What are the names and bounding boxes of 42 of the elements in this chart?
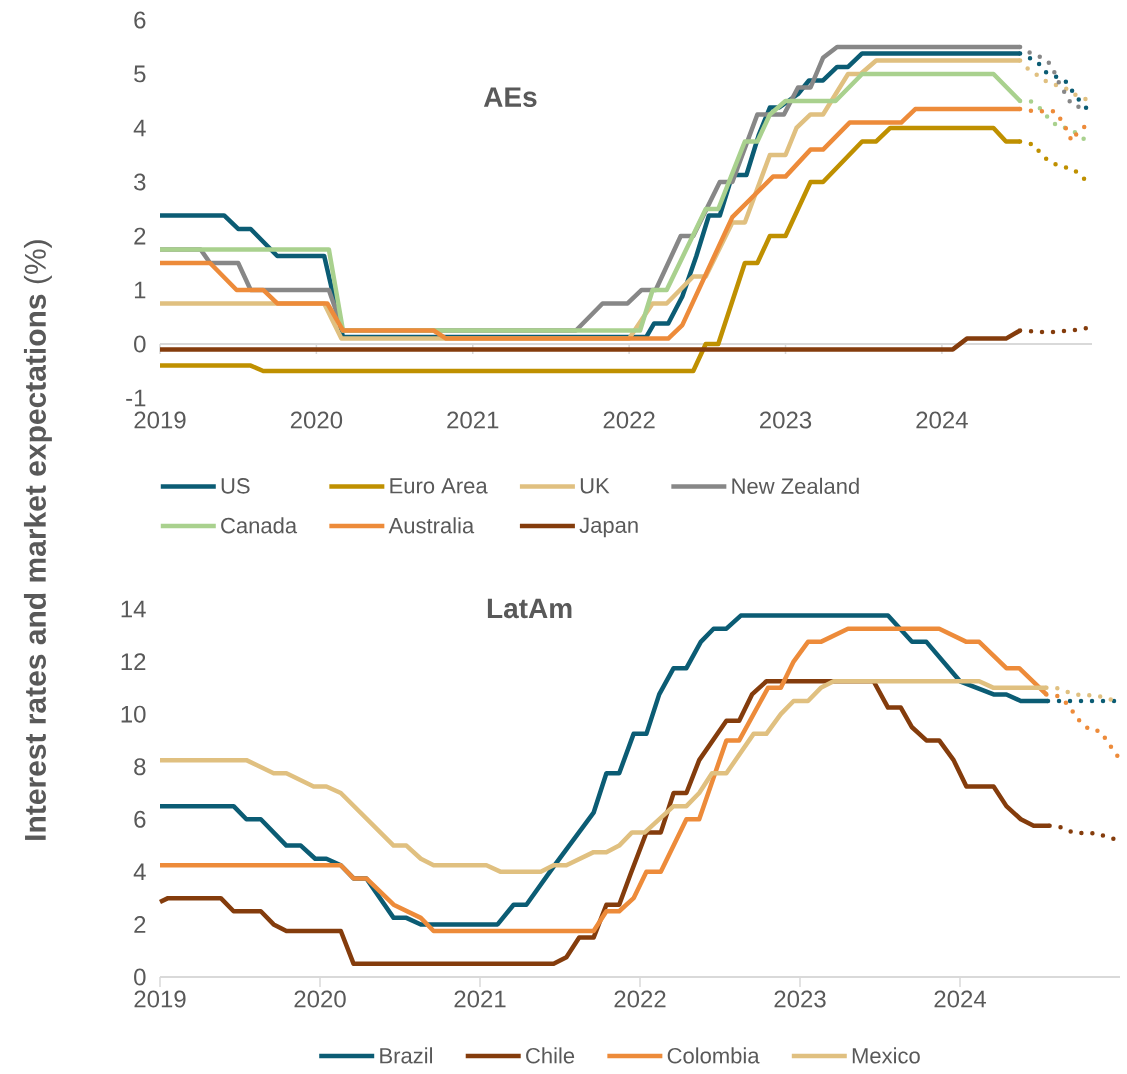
y-tick-label: 0 (134, 335, 146, 353)
x-tick-label: 2019 (134, 411, 186, 429)
x-tick-label: 2024 (916, 411, 968, 429)
x-tick-label: 2023 (760, 411, 812, 429)
legend-label: Canada (221, 517, 298, 534)
y-tick-label: 10 (121, 705, 146, 723)
y-tick-label: 4 (133, 863, 146, 881)
y-tick-label: 2 (134, 227, 146, 245)
y-tick-label: 5 (134, 65, 146, 83)
x-tick-label: 2020 (290, 411, 343, 429)
y-tick-label: 6 (134, 810, 146, 828)
legend-label: UK (580, 478, 610, 494)
legend-label: Australia (388, 517, 475, 534)
x-tick-label: 2021 (447, 411, 499, 429)
x-tick-label: 2024 (934, 990, 986, 1008)
x-tick-label: 2022 (603, 411, 655, 429)
y-axis-title: Interest rates and market expectations (%) (23, 240, 52, 840)
x-tick-label: 2023 (774, 990, 826, 1008)
legend-label: Brazil (380, 1047, 432, 1064)
y-tick-label: 3 (134, 173, 146, 191)
x-tick-label: 2020 (294, 990, 346, 1008)
legend-label: Mexico (852, 1047, 920, 1064)
y-tick-label: 0 (134, 968, 146, 986)
text: AEs (483, 87, 537, 107)
legend-label: Chile (526, 1047, 575, 1064)
legend-label: New Zealand (732, 477, 859, 494)
chart-title: LatAm (487, 598, 572, 619)
y-tick-label: 12 (121, 653, 146, 670)
x-tick-label: 2021 (454, 990, 506, 1008)
x-tick-label: 2019 (134, 990, 186, 1008)
y-tick-label: -1 (126, 389, 146, 407)
x-tick-label: 2022 (614, 990, 666, 1008)
y-tick-label: 2 (134, 916, 146, 933)
legend-label: Euro Area (390, 478, 488, 494)
legend-label: Japan (579, 517, 638, 538)
y-tick-label: 4 (133, 119, 146, 137)
y-tick-label: 6 (134, 11, 146, 29)
legend-label: US (221, 478, 250, 494)
y-tick-label: 14 (121, 600, 146, 618)
y-tick-label: 1 (134, 281, 146, 299)
legend-label: Colombia (667, 1047, 760, 1064)
y-tick-label: 8 (134, 758, 146, 776)
